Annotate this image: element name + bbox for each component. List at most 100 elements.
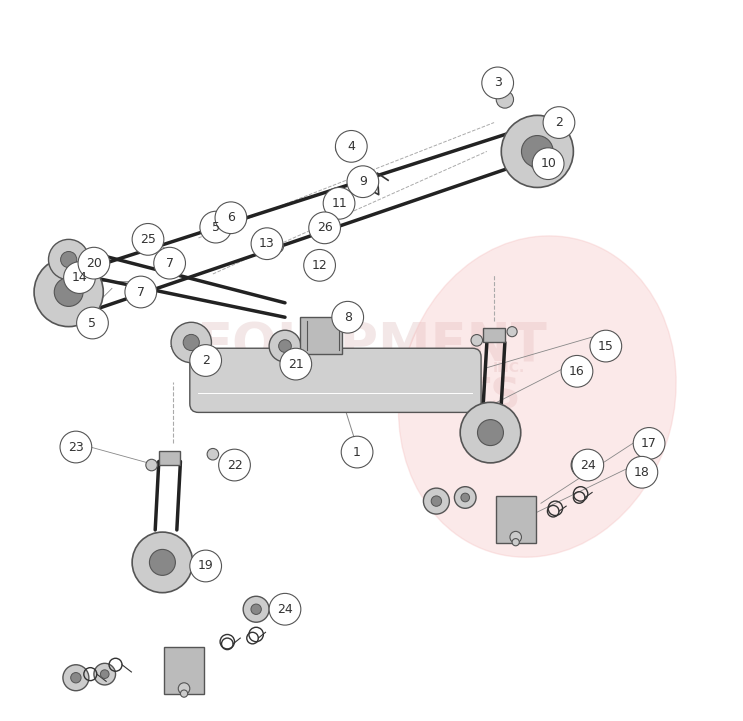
FancyBboxPatch shape [483,328,505,342]
Circle shape [633,428,665,459]
Ellipse shape [398,236,676,557]
Text: EQUIPMENT: EQUIPMENT [196,320,547,372]
Text: 11: 11 [331,197,347,210]
Circle shape [279,340,291,353]
Circle shape [561,355,593,387]
Circle shape [280,348,311,380]
Circle shape [189,550,221,582]
Circle shape [341,436,373,468]
Text: 15: 15 [598,340,614,353]
Circle shape [317,225,328,236]
Circle shape [337,200,348,211]
Circle shape [590,330,622,362]
Circle shape [77,307,108,339]
Circle shape [512,539,519,546]
Circle shape [269,330,301,362]
Text: 5: 5 [212,221,220,234]
Circle shape [154,247,186,279]
Circle shape [181,690,188,697]
Circle shape [304,249,335,281]
Circle shape [522,136,554,167]
Circle shape [471,335,482,346]
Text: 22: 22 [227,459,242,472]
Text: INC.: INC. [493,360,525,375]
Circle shape [460,402,521,463]
Circle shape [218,449,250,481]
Circle shape [455,487,476,508]
Circle shape [64,262,95,293]
Circle shape [132,532,192,593]
Circle shape [335,141,350,155]
Circle shape [251,604,262,614]
Circle shape [207,448,218,460]
Circle shape [481,67,513,99]
Text: 2: 2 [555,116,563,129]
Circle shape [200,211,232,243]
Circle shape [308,257,319,268]
Circle shape [626,456,658,488]
Text: 7: 7 [166,257,174,270]
Text: 1: 1 [353,446,361,459]
Text: 5: 5 [88,317,97,329]
Circle shape [502,115,574,187]
Text: 6: 6 [227,211,235,224]
Circle shape [272,241,284,252]
Text: 12: 12 [312,259,328,272]
Circle shape [184,335,199,350]
Text: 3: 3 [494,76,502,89]
Text: 9: 9 [359,175,367,188]
Circle shape [251,228,283,260]
Circle shape [94,663,116,685]
Circle shape [543,107,575,138]
Circle shape [496,91,513,108]
Circle shape [125,276,157,308]
Text: 19: 19 [198,559,213,572]
Text: 13: 13 [259,237,275,250]
Text: 25: 25 [140,233,156,246]
Circle shape [78,247,110,279]
Text: 24: 24 [580,459,596,472]
Circle shape [132,224,164,255]
FancyBboxPatch shape [189,348,481,412]
Circle shape [532,148,564,180]
Circle shape [100,670,109,678]
Text: 20: 20 [86,257,102,270]
Circle shape [478,420,504,446]
Circle shape [215,202,247,234]
Circle shape [146,459,158,471]
Circle shape [149,549,175,575]
Text: SPECIALISTS: SPECIALISTS [222,376,521,417]
Circle shape [510,531,522,543]
Circle shape [48,239,89,280]
Text: 2: 2 [202,354,210,367]
Circle shape [347,166,379,198]
Circle shape [431,496,441,506]
Text: 17: 17 [641,437,657,450]
FancyBboxPatch shape [164,647,204,694]
Circle shape [424,488,450,514]
Circle shape [71,673,81,683]
Text: 16: 16 [569,365,585,378]
Circle shape [572,449,603,481]
Circle shape [63,665,89,691]
Text: 26: 26 [317,221,333,234]
Circle shape [530,155,545,169]
Circle shape [332,301,363,333]
Circle shape [507,327,517,337]
Circle shape [34,257,103,327]
Circle shape [309,212,340,244]
Text: 10: 10 [540,157,556,170]
FancyBboxPatch shape [159,451,181,465]
Circle shape [61,252,77,267]
Text: 4: 4 [348,140,355,153]
Circle shape [579,460,589,470]
Text: 23: 23 [68,441,84,454]
Circle shape [335,131,367,162]
Circle shape [54,278,83,306]
Text: 24: 24 [277,603,293,616]
Text: 7: 7 [137,286,145,298]
Circle shape [189,345,221,376]
Text: 14: 14 [71,271,88,284]
Text: 18: 18 [634,466,650,479]
Circle shape [60,431,91,463]
